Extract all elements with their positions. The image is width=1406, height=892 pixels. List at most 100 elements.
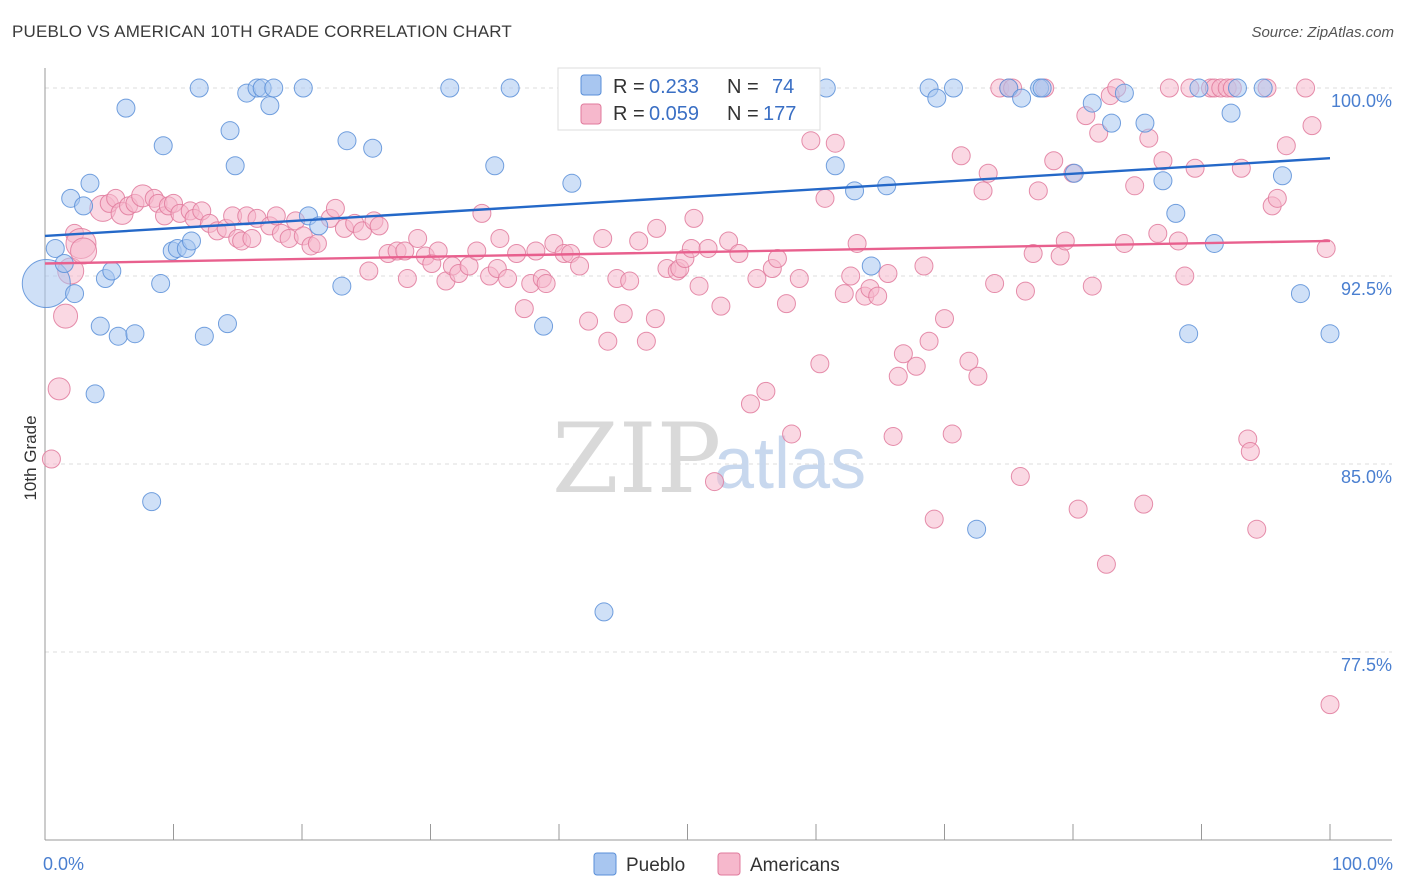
pueblo-point-7 [85,384,105,404]
americans-n-label: N = [727,103,759,125]
americans-point-52 [408,228,428,248]
americans-point-137 [1023,243,1043,263]
americans-point-112 [847,233,867,253]
pueblo-point-29 [260,96,280,116]
americans-point-105 [789,269,809,289]
americans-r-label: R = [613,103,645,125]
americans-point-177 [1316,238,1336,258]
americans-point-176 [1302,116,1322,136]
americans-point-78 [598,331,618,351]
americans-point-155 [1148,223,1168,243]
pueblo-point-5 [74,196,94,216]
americans-r-value: 0.059 [649,103,699,125]
pueblo-point-62 [1135,113,1155,133]
americans-point-77 [593,228,613,248]
americans-point-91 [684,208,704,228]
pueblo-point-72 [1290,284,1310,304]
americans-point-85 [647,218,667,238]
pueblo-point-53 [967,519,987,539]
americans-point-90 [681,238,701,258]
watermark-zip: ZIP [552,403,721,515]
pueblo-point-25 [225,156,245,176]
pueblo-point-14 [142,492,162,512]
pueblo-point-63 [1153,171,1173,191]
americans-point-111 [841,266,861,286]
americans-point-121 [914,256,934,276]
americans-point-106 [801,131,821,151]
americans-point-146 [1082,276,1102,296]
series-legend: Pueblo Americans [593,852,840,876]
pueblo-point-10 [102,261,122,281]
pueblo-trend-line [44,157,1331,238]
pueblo-point-60 [1102,113,1122,133]
americans-series-swatch [717,852,741,876]
pueblo-point-0 [21,259,71,309]
americans-point-6 [70,237,98,265]
pueblo-point-34 [332,276,352,296]
pueblo-r-value: 0.233 [649,76,699,98]
americans-point-123 [924,509,944,529]
americans-point-117 [883,426,903,446]
y-tick-label-1: 92.5% [1341,279,1392,299]
pueblo-n-label: N = [727,76,759,98]
americans-point-153 [1134,494,1154,514]
americans-point-39 [307,233,327,253]
pueblo-point-59 [1082,93,1102,113]
americans-point-148 [1096,554,1116,574]
americans-point-158 [1168,231,1188,251]
pueblo-point-48 [861,256,881,276]
americans-point-157 [1159,78,1179,98]
americans-point-136 [1015,281,1035,301]
americans-point-60 [467,241,487,261]
americans-point-169 [1240,441,1260,461]
americans-point-127 [959,351,979,371]
americans-point-33 [266,206,286,226]
y-tick-label-2: 85.0% [1341,467,1392,487]
pueblo-point-8 [90,316,110,336]
americans-point-135 [1010,467,1030,487]
pueblo-point-42 [594,602,614,622]
americans-point-125 [942,424,962,444]
americans-point-41 [325,198,345,218]
americans-point-144 [1068,499,1088,519]
pueblo-point-1 [45,238,65,258]
americans-point-100 [756,381,776,401]
americans-point-170 [1247,519,1267,539]
y-tick-label-3: 77.5% [1341,655,1392,675]
americans-series-label: Americans [750,855,840,876]
americans-point-69 [526,241,546,261]
pueblo-point-12 [116,98,136,118]
americans-point-76 [579,311,599,331]
y-tick-label-0: 100.0% [1331,91,1392,111]
americans-point-47 [369,216,389,236]
americans-point-64 [490,228,510,248]
americans-trend-line [44,239,1331,265]
chart-source: Source: ZipAtlas.com [1251,24,1394,41]
americans-point-152 [1125,176,1145,196]
pueblo-point-39 [500,78,520,98]
americans-point-103 [776,294,796,314]
americans-point-61 [472,203,492,223]
americans-legend-swatch [580,103,602,125]
americans-point-120 [906,356,926,376]
americans-point-0 [41,449,61,469]
americans-point-83 [636,331,656,351]
americans-point-67 [514,299,534,319]
pueblo-point-11 [108,326,128,346]
americans-point-173 [1267,188,1287,208]
americans-point-174 [1276,136,1296,156]
pueblo-point-57 [1032,78,1052,98]
americans-point-99 [747,269,767,289]
pueblo-point-61 [1114,83,1134,103]
pueblo-point-55 [1012,88,1032,108]
pueblo-point-66 [1189,78,1209,98]
americans-point-97 [729,243,749,263]
pueblo-point-13 [125,324,145,344]
x-tick-label-1: 100.0% [1332,854,1393,874]
pueblo-point-54 [999,78,1019,98]
pueblo-series-label: Pueblo [626,855,685,876]
pueblo-point-21 [189,78,209,98]
americans-point-156 [1153,151,1173,171]
americans-point-116 [878,264,898,284]
